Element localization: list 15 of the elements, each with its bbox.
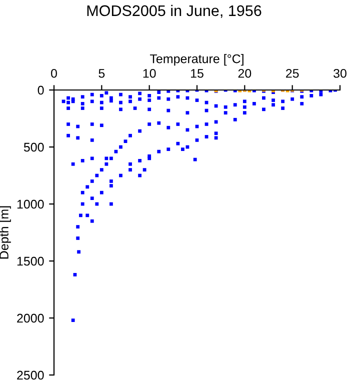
chart-title: MODS2005 in June, 1956 <box>87 4 262 18</box>
x-tick-label: 20 <box>238 68 252 78</box>
x-tick-label: 10 <box>143 68 156 78</box>
x-tick-label: 0 <box>51 68 57 78</box>
y-tick-label: 2500 <box>17 370 44 380</box>
y-tick-label: 1000 <box>17 200 44 209</box>
x-tick-label: 30 <box>334 68 346 78</box>
y-tick-label: 2000 <box>17 314 44 323</box>
y-tick-label: 1500 <box>17 256 44 266</box>
x-axis-title: Temperature [°C] <box>150 54 244 66</box>
x-tick-label: 25 <box>286 68 299 78</box>
y-tick-label: 500 <box>24 142 44 152</box>
x-tick-label: 5 <box>98 69 105 78</box>
x-tick-label: 15 <box>191 69 204 78</box>
y-tick-label: 0 <box>38 86 44 95</box>
